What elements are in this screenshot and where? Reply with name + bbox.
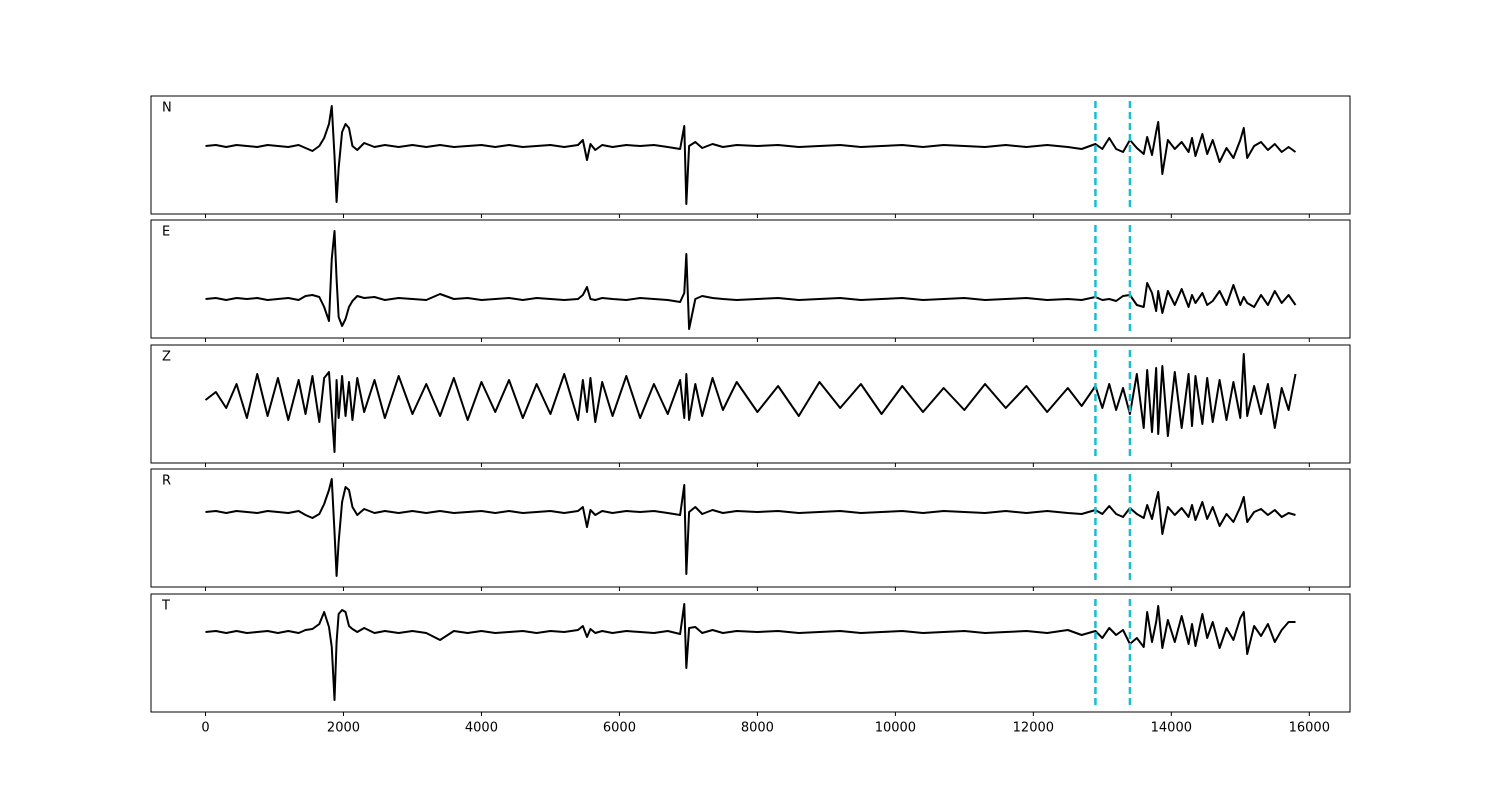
x-tick-label: 16000	[1289, 721, 1330, 736]
x-tick-label: 6000	[603, 721, 636, 736]
panel-frame	[150, 344, 1351, 464]
waveform	[205, 105, 1297, 205]
x-tick-label: 2000	[327, 721, 360, 736]
panel-label: R	[162, 474, 171, 489]
waveform	[205, 603, 1296, 701]
waveform	[204, 353, 1297, 453]
panel-label: Z	[162, 350, 171, 365]
waveform	[205, 478, 1296, 577]
panel-label: E	[162, 225, 170, 240]
x-tick-label: 12000	[1013, 721, 1054, 736]
panel-label: T	[161, 599, 170, 614]
x-tick-label: 10000	[875, 721, 916, 736]
x-tick-label: 4000	[465, 721, 498, 736]
x-tick-label: 8000	[741, 721, 774, 736]
panel-label: N	[162, 101, 172, 116]
panel-frame	[150, 95, 1351, 215]
waveform	[205, 230, 1297, 330]
x-tick-label: 0	[201, 721, 209, 736]
panel-frame	[150, 468, 1351, 588]
panel-frame	[150, 219, 1351, 339]
panel-frame	[150, 593, 1351, 713]
x-tick-label: 14000	[1151, 721, 1192, 736]
